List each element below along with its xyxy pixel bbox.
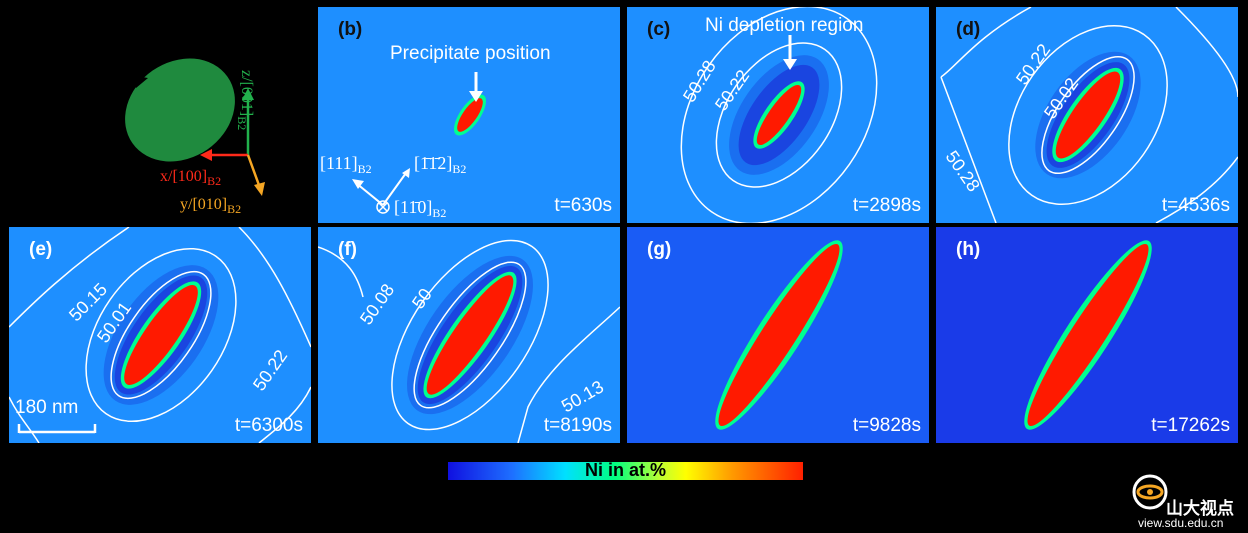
watermark: 山大视点 view.sdu.edu.cn [1126,468,1246,530]
x-axis-label: x/[100]B2 [160,168,222,188]
panel-label: (c) [647,19,671,40]
panel-d: (d) 50.22 50.02 50.28 t=4536s [936,7,1238,223]
time-stamp: t=9828s [852,415,921,436]
watermark-url: view.sdu.edu.cn [1138,516,1224,530]
time-stamp: t=630s [554,195,612,216]
time-stamp: t=4536s [1161,195,1230,216]
time-stamp: t=8190s [543,415,612,436]
direction-111: [111]B2 [320,153,372,176]
disc-particle [125,58,235,162]
panel-h: (h) t=17262s [936,227,1238,443]
panel-g: (g) t=9828s [627,227,929,443]
panel-label: (g) [647,239,672,260]
time-stamp: t=2898s [852,195,921,216]
panel-e: (e) 50.15 50.01 50.22 180 nm t=6300s [9,227,311,443]
particle-axes-diagram [125,58,265,196]
time-stamp: t=17262s [1151,415,1230,436]
time-stamp: t=6300s [234,415,303,436]
precipitate-label: Precipitate position [390,43,551,64]
direction-110: [11̄0]B2 [394,197,447,220]
y-axis-label: y/[010]B2 [180,196,242,216]
logo-icon [1132,474,1168,510]
panel-label: (b) [338,19,363,40]
panel-label: (d) [956,19,981,40]
panel-b: (b) Precipitate position [111]B2 [1̄1̄2]… [318,7,620,223]
panel-label: (h) [956,239,981,260]
y-axis-arrow [246,154,262,189]
scale-bar-label: 180 nm [15,397,79,418]
panel-c: (c) Ni depletion region 50.28 50.22 t=28… [627,7,929,223]
watermark-name: 山大视点 [1166,499,1234,518]
panel-f: (f) 50.08 50 50.13 t=8190s [318,227,620,443]
colorbar-label: Ni in at.% [584,460,666,480]
panel-label: (f) [338,239,357,260]
colorbar: Ni in at.% [448,460,803,480]
panel-label: (e) [29,239,53,260]
depletion-label: Ni depletion region [705,15,864,36]
direction-112: [1̄1̄2]B2 [414,153,467,176]
z-axis-label: z/[001]B2 [235,70,255,131]
crystal-inset: z/[001]B2 x/[100]B2 y/[010]B2 [100,30,300,220]
